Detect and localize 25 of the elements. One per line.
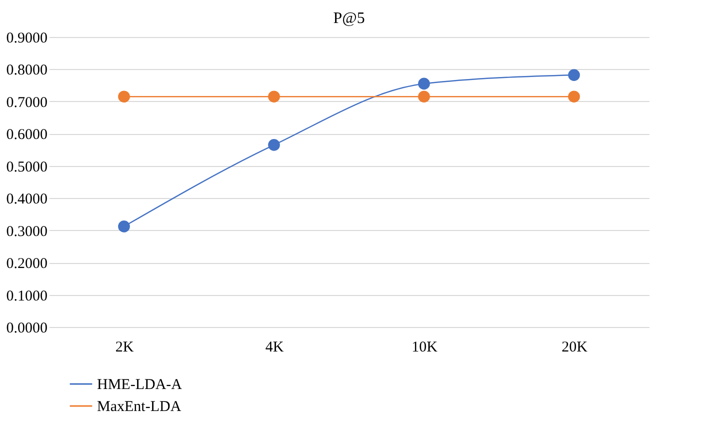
- point: [118, 90, 130, 103]
- x-tick-label: 4K: [265, 340, 284, 356]
- legend-label: HME-LDA-A: [97, 377, 182, 393]
- x-tick-label: 10K: [412, 340, 438, 356]
- y-tick-label: 0.2000: [6, 256, 48, 272]
- y-tick-label: 0.0000: [6, 320, 48, 336]
- y-tick-label: 0.1000: [6, 288, 48, 304]
- y-tick-label: 0.8000: [6, 62, 48, 79]
- legend-label: MaxEnt-LDA: [97, 399, 182, 415]
- y-tick-label: 0.4000: [6, 192, 48, 208]
- y-tick-label: 0.5000: [6, 159, 48, 176]
- y-tick-label: 0.3000: [6, 224, 48, 240]
- point: [268, 90, 280, 103]
- y-tick-label: 0.6000: [6, 127, 48, 144]
- chart-title: P@5: [333, 10, 365, 27]
- point: [418, 90, 430, 103]
- x-tick-label: 20K: [562, 340, 588, 356]
- point: [568, 90, 580, 103]
- y-tick-label: 0.9000: [6, 30, 48, 46]
- x-tick-label: 2K: [115, 340, 134, 356]
- point: [568, 69, 580, 81]
- y-tick-label: 0.7000: [6, 94, 48, 111]
- point: [268, 139, 280, 151]
- point: [118, 220, 130, 232]
- point: [418, 78, 430, 90]
